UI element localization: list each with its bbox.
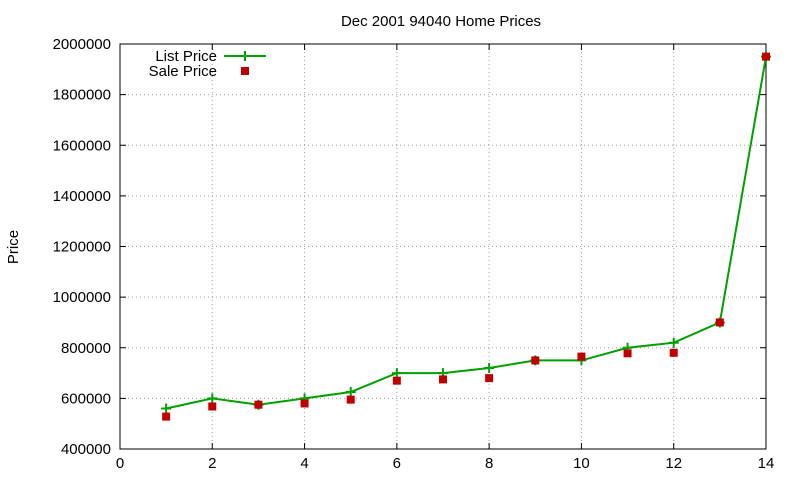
x-tick-label: 0 <box>116 455 124 472</box>
y-tick-label: 1400000 <box>53 188 111 205</box>
sale-price-point <box>254 400 263 409</box>
sale-price-point <box>346 395 355 404</box>
x-tick-label: 8 <box>485 455 493 472</box>
x-tick-label: 6 <box>393 455 401 472</box>
sale-price-point <box>485 374 494 383</box>
y-tick-label: 1000000 <box>53 289 111 306</box>
x-tick-label: 10 <box>573 455 590 472</box>
x-tick-label: 2 <box>208 455 216 472</box>
legend-label-sale-price: Sale Price <box>149 63 217 80</box>
x-tick-label: 12 <box>665 455 682 472</box>
list-price-point <box>207 393 218 404</box>
ticks <box>119 43 767 450</box>
x-tick-label: 14 <box>758 455 775 472</box>
y-tick-label: 1200000 <box>53 239 111 256</box>
sale-price-point <box>162 412 171 421</box>
list-price-point <box>161 403 172 414</box>
list-price-point <box>484 363 495 373</box>
y-tick-label: 600000 <box>61 390 111 407</box>
sale-price-point <box>762 52 770 61</box>
grid <box>120 44 766 449</box>
list-price-point <box>391 368 402 379</box>
y-tick-labels: 400000 600000 800000 1000000 1200000 1400000 1… <box>53 36 111 458</box>
y-tick-label: 2000000 <box>53 36 111 53</box>
legend-sample-list-price-marker <box>240 51 250 61</box>
sale-price-point <box>392 376 401 385</box>
y-axis-label: Price <box>5 230 22 264</box>
series <box>161 51 771 421</box>
legend-sample-sale-price-marker <box>241 67 249 75</box>
x-tick-labels: 0 2 4 6 8 10 12 14 <box>116 455 775 472</box>
sale-price-point <box>300 399 309 408</box>
list-price-point <box>668 337 679 348</box>
y-tick-label: 1800000 <box>53 87 111 104</box>
sale-price-point <box>715 318 724 327</box>
sale-price-point <box>531 356 540 365</box>
legend: List Price Sale Price <box>149 48 266 80</box>
legend-label-list-price: List Price <box>155 48 217 65</box>
list-price-line <box>165 56 767 410</box>
x-tick-label: 4 <box>300 455 308 472</box>
sale-price-point <box>669 348 678 357</box>
sale-price-point <box>439 375 447 384</box>
list-price-point <box>345 387 356 398</box>
sale-price-point <box>208 402 217 411</box>
y-tick-label: 400000 <box>61 441 111 458</box>
y-tick-label: 800000 <box>61 340 111 357</box>
chart-title: Dec 2001 94040 Home Prices <box>341 13 541 30</box>
y-tick-label: 1600000 <box>53 137 111 154</box>
sale-price-point <box>623 349 632 358</box>
sale-price-point <box>577 352 586 361</box>
